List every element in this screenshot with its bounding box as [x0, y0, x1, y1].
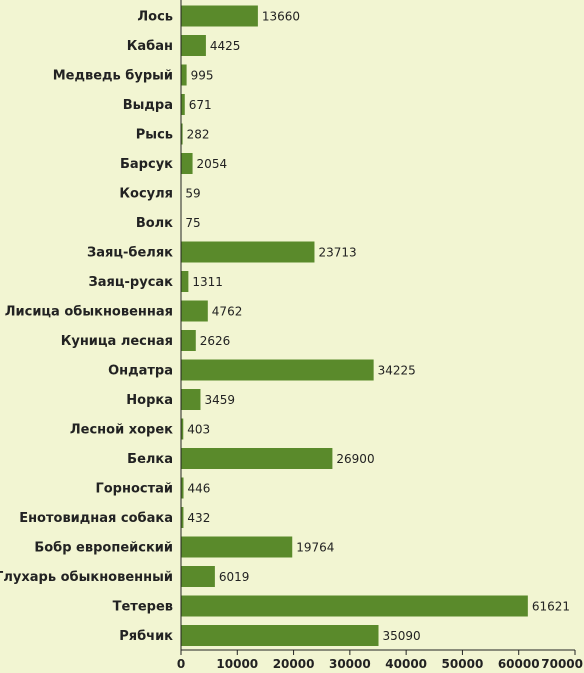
x-tick-label-4: 40000: [385, 657, 427, 671]
value-label-2: 995: [191, 69, 214, 83]
category-label-0: Лось: [137, 10, 173, 25]
value-label-16: 446: [188, 482, 211, 496]
bar-12: [181, 359, 374, 381]
x-tick-label-7: 70000: [541, 657, 583, 671]
x-tick-label-5: 50000: [442, 657, 484, 671]
value-label-14: 403: [187, 423, 210, 437]
x-axis: 0 10000 20000 30000 40000 50000 60000 70000: [177, 0, 583, 671]
bar-13: [181, 389, 201, 410]
category-label-1: Кабан: [127, 39, 173, 54]
category-label-4: Рысь: [136, 128, 173, 143]
bar-10: [181, 300, 208, 322]
value-label-5: 2054: [197, 157, 228, 171]
bar-19: [181, 566, 215, 587]
x-tick-label-6: 60000: [498, 657, 540, 671]
x-tick-label-0: 0: [177, 657, 185, 671]
category-label-6: Косуля: [119, 187, 173, 202]
bar-17: [181, 507, 184, 528]
value-label-9: 1311: [192, 275, 223, 289]
category-label-14: Лесной хорек: [70, 423, 173, 438]
bar-2: [181, 64, 187, 86]
value-label-8: 23713: [318, 246, 356, 260]
value-label-3: 671: [189, 98, 212, 112]
value-label-18: 19764: [296, 541, 334, 555]
value-label-10: 4762: [212, 305, 243, 319]
value-label-17: 432: [187, 511, 210, 525]
bar-16: [181, 477, 184, 499]
value-label-21: 35090: [383, 629, 421, 643]
value-label-15: 26900: [336, 452, 374, 466]
value-label-6: 59: [185, 187, 200, 201]
bar-8: [181, 241, 315, 263]
category-label-5: Барсук: [120, 157, 173, 172]
bar-21: [181, 625, 379, 646]
value-label-13: 3459: [204, 393, 235, 407]
category-label-10: Лисица обыкновенная: [5, 305, 173, 320]
category-label-2: Медведь бурый: [53, 69, 173, 84]
category-label-15: Белка: [127, 452, 173, 467]
value-label-1: 4425: [210, 39, 241, 53]
x-tick-label-2: 20000: [273, 657, 315, 671]
bars-group: [181, 5, 528, 646]
value-label-12: 34225: [378, 364, 416, 378]
value-label-11: 2626: [200, 334, 231, 348]
value-label-0: 13660: [262, 10, 300, 24]
category-label-12: Ондатра: [108, 364, 173, 379]
category-label-16: Горностай: [95, 482, 173, 497]
bar-4: [181, 123, 183, 145]
bar-20: [181, 595, 528, 617]
bar-0: [181, 5, 258, 27]
bar-11: [181, 330, 196, 351]
category-labels: Лось Кабан Медведь бурый Выдра Рысь Барсук Кос…: [0, 10, 173, 645]
bar-14: [181, 418, 184, 440]
category-label-9: Заяц-русак: [89, 275, 174, 290]
x-tick-label-1: 10000: [216, 657, 258, 671]
value-labels: 13660 4425 995 671 282 2054 59 75 23713 1311 4762 2…: [185, 10, 570, 644]
bar-1: [181, 35, 206, 56]
bar-5: [181, 153, 193, 174]
category-label-19: Глухарь обыкновенный: [0, 570, 173, 585]
category-label-20: Тетерев: [113, 600, 173, 615]
value-label-19: 6019: [219, 570, 250, 584]
category-label-7: Волк: [136, 216, 173, 231]
bar-18: [181, 536, 293, 558]
category-label-3: Выдра: [123, 98, 173, 113]
category-label-13: Норка: [126, 393, 173, 408]
category-label-21: Рябчик: [119, 629, 173, 644]
value-label-4: 282: [187, 128, 210, 142]
category-label-17: Енотовидная собака: [19, 511, 173, 526]
category-label-11: Куница лесная: [61, 334, 173, 349]
bar-9: [181, 271, 189, 292]
bar-15: [181, 448, 333, 469]
value-label-7: 75: [185, 216, 200, 230]
bar-3: [181, 94, 185, 115]
x-tick-label-3: 30000: [329, 657, 371, 671]
category-label-18: Бобр европейский: [34, 541, 173, 556]
category-label-8: Заяц-беляк: [87, 246, 173, 261]
value-label-20: 61621: [532, 600, 570, 614]
